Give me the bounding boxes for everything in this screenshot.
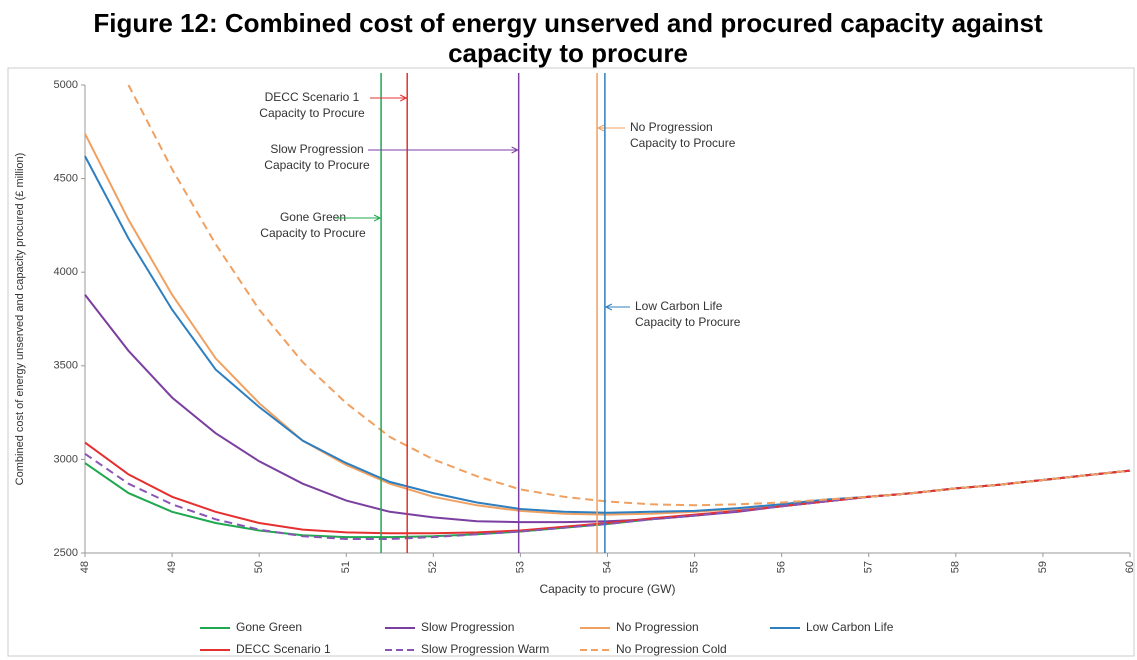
x-tick-label: 59 <box>1037 561 1049 573</box>
x-tick-label: 54 <box>601 561 613 573</box>
x-axis-label: Capacity to procure (GW) <box>539 582 675 596</box>
x-tick-label: 49 <box>166 561 178 573</box>
y-tick-label: 3000 <box>54 453 78 465</box>
series-line <box>84 441 1131 535</box>
annotation: Gone Green <box>280 210 346 224</box>
series-line <box>84 155 1131 514</box>
legend-label: No Progression <box>616 620 699 634</box>
annotation: Capacity to Procure <box>260 226 366 240</box>
annotation: Slow Progression <box>270 142 363 156</box>
annotation: Low Carbon Life <box>635 299 723 313</box>
x-tick-label: 56 <box>776 561 788 573</box>
x-tick-label: 53 <box>514 561 526 573</box>
arrow-head <box>596 124 605 132</box>
annotation: No Progression <box>630 120 713 134</box>
legend-label: Slow Progression <box>421 620 514 634</box>
arrow-head <box>511 146 519 154</box>
y-tick-label: 5000 <box>54 79 78 91</box>
annotation: Capacity to Procure <box>630 136 736 150</box>
arrow-head <box>604 303 613 311</box>
legend-label: Slow Progression Warm <box>421 642 549 656</box>
y-tick-label: 2500 <box>54 547 78 559</box>
series-line <box>84 294 1131 524</box>
series-line <box>127 84 1131 507</box>
annotation: Capacity to Procure <box>264 158 370 172</box>
x-tick-label: 55 <box>688 561 700 573</box>
y-tick-label: 3500 <box>54 360 78 372</box>
series-line <box>84 452 1131 540</box>
chart-title: Figure 12: Combined cost of energy unser… <box>93 8 1043 68</box>
x-tick-label: 60 <box>1124 561 1136 573</box>
chart-frame <box>7 67 1135 657</box>
series-line <box>84 133 1131 516</box>
arrow-head <box>399 94 408 102</box>
x-tick-label: 48 <box>79 561 91 573</box>
annotation: DECC Scenario 1 <box>265 90 360 104</box>
annotation: Capacity to Procure <box>635 315 741 329</box>
x-tick-label: 50 <box>253 561 265 573</box>
x-tick-label: 52 <box>427 561 439 573</box>
x-tick-label: 57 <box>863 561 875 573</box>
legend-label: Gone Green <box>236 620 302 634</box>
legend-label: No Progression Cold <box>616 642 727 656</box>
legend-label: DECC Scenario 1 <box>236 642 331 656</box>
x-tick-label: 58 <box>950 561 962 573</box>
y-tick-label: 4500 <box>54 173 78 185</box>
annotation: Capacity to Procure <box>259 106 365 120</box>
y-tick-label: 4000 <box>54 266 78 278</box>
legend-label: Low Carbon Life <box>806 620 894 634</box>
arrow-head <box>373 214 382 222</box>
x-tick-label: 51 <box>340 561 352 573</box>
y-axis-label: Combined cost of energy unserved and cap… <box>14 153 26 486</box>
